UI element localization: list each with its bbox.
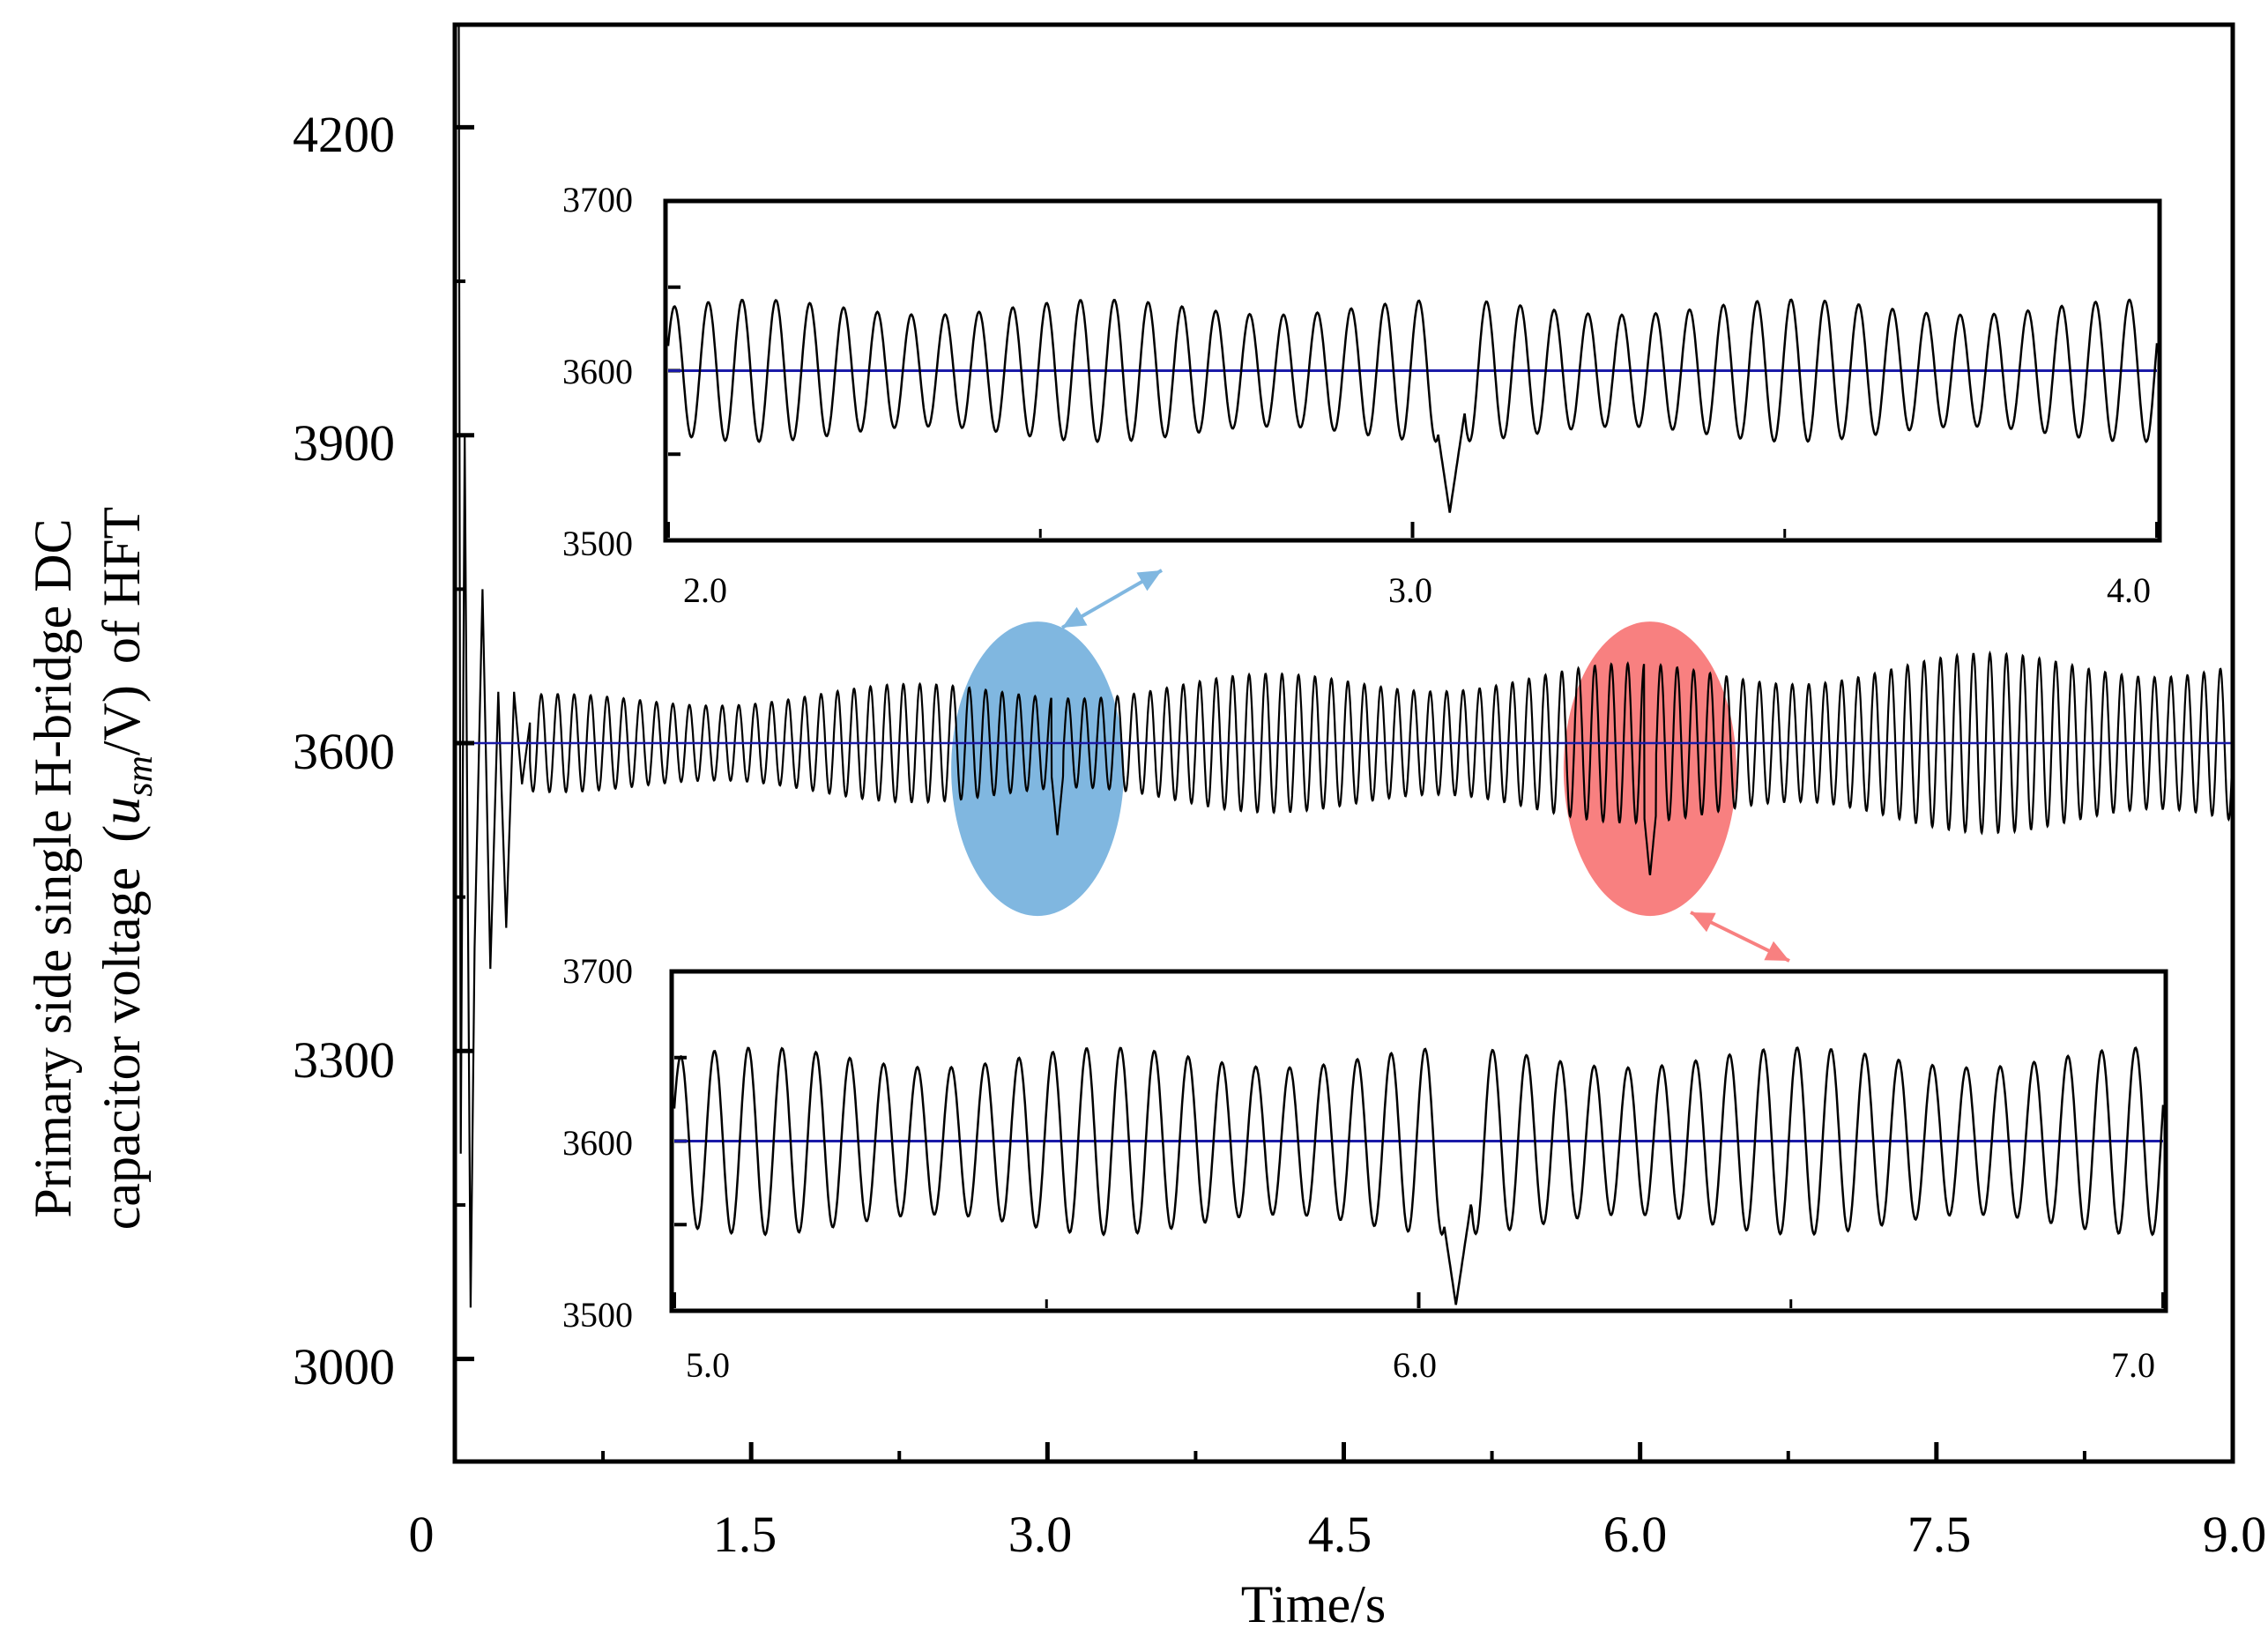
x-tick-label: 6.0 — [1603, 1506, 1668, 1563]
inset-bottom-x-tick-label: 6.0 — [1393, 1345, 1437, 1385]
y-tick-label: 3300 — [293, 1031, 395, 1089]
main-axes — [452, 22, 2235, 1464]
inset-bottom: 3700 3600 3500 5.0 6.0 7.0 — [562, 951, 2168, 1385]
blue-callout-arrow-head — [1062, 606, 1088, 628]
x-tick-label: 1.5 — [713, 1506, 777, 1563]
inset-voltage-trace — [673, 1045, 2165, 1306]
y-tick-labels: 3000 3300 3600 3900 4200 — [293, 106, 395, 1395]
red-callout-arrow-head — [1764, 941, 1789, 961]
red-callout-arrow-head — [1691, 912, 1716, 933]
inset-voltage-trace — [666, 298, 2159, 513]
y-axis-suffix: of HFT — [93, 507, 151, 664]
y-axis-var-main: u — [89, 797, 152, 825]
inset-bottom-y-tick-label: 3600 — [562, 1123, 633, 1163]
blue-ellipse — [951, 621, 1125, 917]
inset-bottom-x-tick-label: 7.0 — [2111, 1345, 2155, 1385]
inset-bottom-x-tick-label: 5.0 — [686, 1345, 730, 1385]
y-axis-var-sub: sm — [120, 755, 160, 797]
y-axis-title-line2: capacitor voltage (usm/V) of HFT — [89, 507, 160, 1230]
x-tick-labels: 0 1.5 3.0 4.5 6.0 7.5 9.0 — [409, 1506, 2267, 1563]
inset-bottom-y-tick-label: 3500 — [562, 1295, 633, 1335]
y-axis-title-line1: Primary side single H-bridge DC — [24, 518, 82, 1217]
inset-bottom-y-tick-label: 3700 — [562, 951, 633, 991]
x-axis-title: Time/s — [1241, 1575, 1387, 1633]
y-tick-label: 3000 — [293, 1338, 395, 1395]
x-tick-label: 7.5 — [1907, 1506, 1972, 1563]
inset-top-x-tick-label: 2.0 — [683, 570, 727, 610]
inset-top: 3700 3600 3500 2.0 3.0 4.0 — [562, 180, 2162, 610]
callout-arrows — [1061, 569, 1790, 963]
inset-top-y-tick-label: 3600 — [562, 352, 633, 391]
blue-callout-arrow — [1061, 569, 1163, 629]
y-tick-label: 4200 — [293, 106, 395, 163]
x-tick-label: 3.0 — [1008, 1506, 1073, 1563]
main-plot-traces — [455, 24, 2235, 1308]
inset-top-y-tick-label: 3700 — [562, 180, 633, 219]
inset-bottom-traces — [673, 1045, 2165, 1308]
y-axis-title-prefix: capacitor voltage — [93, 867, 151, 1230]
red-ellipse — [1563, 621, 1736, 917]
inset-top-y-tick-label: 3500 — [562, 524, 633, 563]
blue-callout-arrow-head — [1136, 570, 1162, 591]
x-tick-label: 9.0 — [2203, 1506, 2267, 1563]
y-axis-title-open-paren: ( — [93, 825, 151, 843]
inset-top-x-tick-label: 3.0 — [1388, 570, 1432, 610]
y-axis-title: Primary side single H-bridge DC capacito… — [24, 507, 160, 1230]
y-tick-label: 3900 — [293, 414, 395, 472]
red-callout-arrow — [1690, 911, 1790, 963]
main-voltage-trace — [457, 24, 2235, 1308]
y-axis-unit: /V) — [93, 685, 151, 755]
y-tick-label: 3600 — [293, 723, 395, 780]
x-tick-label: 0 — [409, 1506, 435, 1563]
inset-top-traces — [666, 285, 2159, 538]
highlight-layer — [951, 621, 1736, 917]
inset-top-x-tick-label: 4.0 — [2107, 570, 2151, 610]
x-tick-label: 4.5 — [1308, 1506, 1372, 1563]
